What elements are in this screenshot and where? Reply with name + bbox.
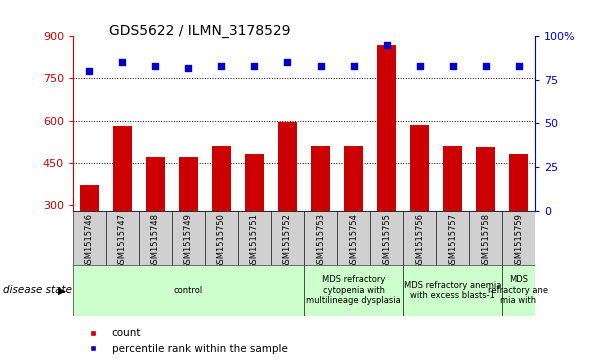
Point xyxy=(481,63,491,69)
Point xyxy=(514,63,523,69)
FancyBboxPatch shape xyxy=(238,211,271,265)
Text: MDS
refractory ane
mia with: MDS refractory ane mia with xyxy=(488,276,548,305)
Point xyxy=(250,63,260,69)
FancyBboxPatch shape xyxy=(106,211,139,265)
Point xyxy=(447,63,457,69)
Text: GSM1515751: GSM1515751 xyxy=(250,213,259,269)
Bar xyxy=(311,146,330,211)
Point xyxy=(382,42,392,48)
Text: GSM1515749: GSM1515749 xyxy=(184,213,193,269)
FancyBboxPatch shape xyxy=(436,211,469,265)
Point xyxy=(316,63,325,69)
Text: GDS5622 / ILMN_3178529: GDS5622 / ILMN_3178529 xyxy=(109,24,291,38)
FancyBboxPatch shape xyxy=(502,211,535,265)
FancyBboxPatch shape xyxy=(403,265,502,316)
Text: GSM1515750: GSM1515750 xyxy=(217,213,226,269)
Bar xyxy=(278,122,297,211)
FancyBboxPatch shape xyxy=(370,211,403,265)
Text: GSM1515747: GSM1515747 xyxy=(118,213,127,269)
Point xyxy=(283,60,292,65)
Text: GSM1515753: GSM1515753 xyxy=(316,213,325,269)
Text: GSM1515748: GSM1515748 xyxy=(151,213,160,269)
FancyBboxPatch shape xyxy=(403,211,436,265)
Bar xyxy=(145,157,165,211)
Bar xyxy=(475,147,496,211)
FancyBboxPatch shape xyxy=(271,211,304,265)
Point xyxy=(216,63,226,69)
Text: GSM1515756: GSM1515756 xyxy=(415,213,424,269)
Bar xyxy=(443,146,463,211)
Point xyxy=(184,65,193,70)
Legend: count, percentile rank within the sample: count, percentile rank within the sample xyxy=(78,324,292,358)
Point xyxy=(117,60,127,65)
Bar xyxy=(376,45,396,211)
Text: GSM1515757: GSM1515757 xyxy=(448,213,457,269)
Text: GSM1515746: GSM1515746 xyxy=(85,213,94,269)
Text: MDS refractory
cytopenia with
multilineage dysplasia: MDS refractory cytopenia with multilinea… xyxy=(306,276,401,305)
FancyBboxPatch shape xyxy=(502,265,535,316)
Bar xyxy=(212,146,232,211)
Bar xyxy=(410,125,429,211)
Text: MDS refractory anemia
with excess blasts-1: MDS refractory anemia with excess blasts… xyxy=(404,281,501,300)
FancyBboxPatch shape xyxy=(172,211,205,265)
Text: ▶: ▶ xyxy=(58,285,66,295)
Bar xyxy=(112,126,133,211)
Bar xyxy=(509,154,528,211)
Text: control: control xyxy=(174,286,203,295)
FancyBboxPatch shape xyxy=(469,211,502,265)
FancyBboxPatch shape xyxy=(337,211,370,265)
Text: GSM1515754: GSM1515754 xyxy=(349,213,358,269)
Text: GSM1515759: GSM1515759 xyxy=(514,213,523,269)
FancyBboxPatch shape xyxy=(73,265,304,316)
Point xyxy=(415,63,424,69)
Bar xyxy=(179,157,198,211)
FancyBboxPatch shape xyxy=(205,211,238,265)
Point xyxy=(348,63,358,69)
FancyBboxPatch shape xyxy=(304,211,337,265)
Point xyxy=(151,63,161,69)
Text: GSM1515755: GSM1515755 xyxy=(382,213,391,269)
FancyBboxPatch shape xyxy=(304,265,403,316)
Text: GSM1515752: GSM1515752 xyxy=(283,213,292,269)
Bar xyxy=(80,185,99,211)
Text: disease state: disease state xyxy=(3,285,72,295)
FancyBboxPatch shape xyxy=(73,211,106,265)
Bar xyxy=(344,146,364,211)
Point xyxy=(85,68,94,74)
Text: GSM1515758: GSM1515758 xyxy=(481,213,490,269)
Bar xyxy=(244,154,264,211)
FancyBboxPatch shape xyxy=(139,211,172,265)
